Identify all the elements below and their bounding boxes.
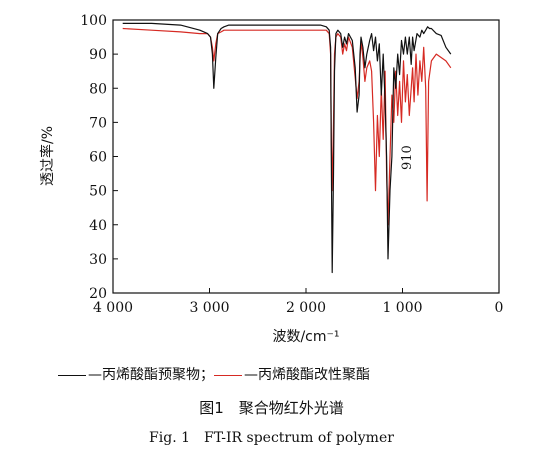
x-tick-label: 0 [495, 300, 504, 316]
figure-caption-chinese: 图1 聚合物红外光谱 [199, 399, 344, 417]
legend-label-prepolymer: 丙烯酸酯预聚物； [102, 367, 214, 383]
legend-prefix-modified-polyester: — [244, 367, 258, 383]
y-tick-label: 30 [89, 252, 107, 268]
x-axis-label: 波数/cm⁻¹ [272, 329, 339, 345]
x-tick-label: 1 000 [382, 300, 422, 316]
series-line-prepolymer [122, 22, 452, 274]
x-tick-label: 2 000 [286, 300, 326, 316]
y-tick-label: 70 [89, 115, 107, 131]
legend: —丙烯酸酯预聚物； —丙烯酸酯改性聚酯 [58, 364, 370, 384]
peak-annotation-910: 910 [400, 145, 415, 170]
y-tick-label: 80 [89, 81, 107, 97]
x-tick-label: 4 000 [93, 300, 133, 316]
legend-swatch-prepolymer [58, 374, 86, 376]
legend-label-modified-polyester: 丙烯酸酯改性聚酯 [258, 367, 370, 383]
y-axis-label: 透过率/% [39, 126, 56, 186]
y-tick-label: 90 [89, 47, 107, 63]
y-tick-label: 20 [89, 286, 107, 302]
legend-prefix-prepolymer: — [88, 367, 102, 383]
figure-caption-english: Fig. 1 FT-IR spectrum of polymer [149, 430, 394, 446]
y-tick-label: 50 [89, 184, 107, 200]
y-tick-label: 40 [89, 218, 107, 234]
series-line-modified-polyester [122, 27, 452, 226]
x-tick-label: 3 000 [189, 300, 229, 316]
y-tick-label: 60 [89, 150, 107, 166]
plot-frame [112, 19, 500, 294]
legend-swatch-modified-polyester [214, 374, 242, 376]
y-tick-label: 100 [80, 13, 107, 29]
ftir-chart: 20 30 40 50 60 70 80 90 100 4 000 3 000 2 000 1 000… [39, 13, 504, 345]
